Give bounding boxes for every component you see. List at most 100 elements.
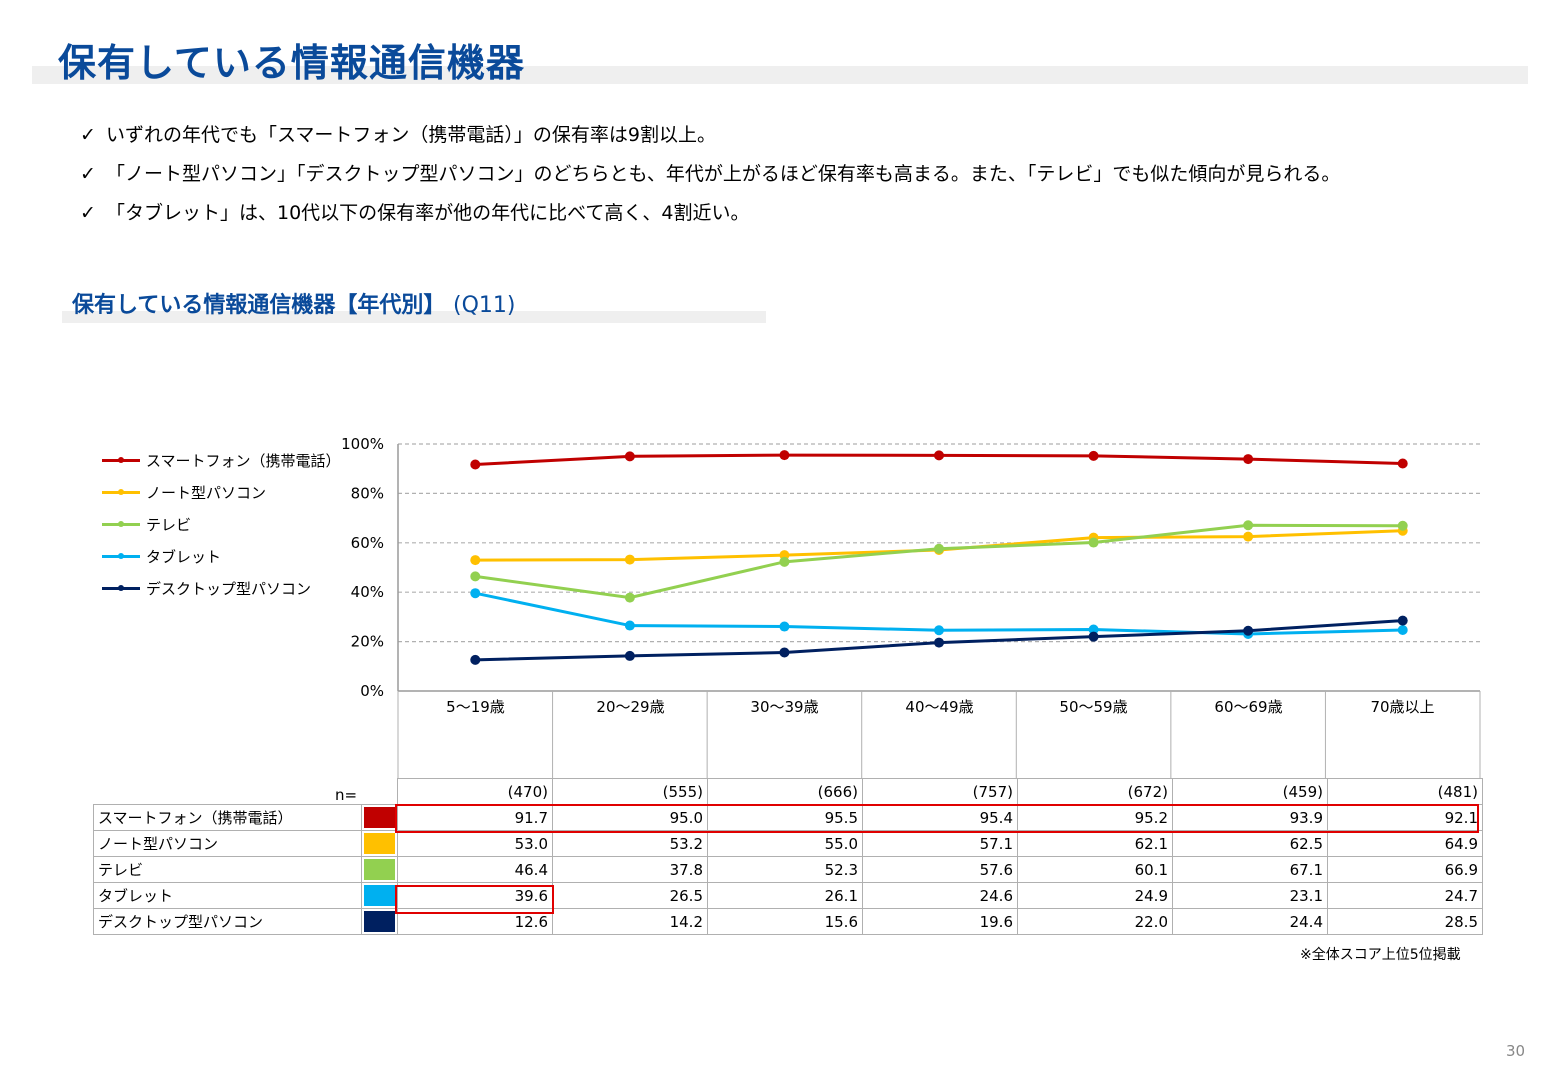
data-point <box>470 654 481 665</box>
table-row: テレビ 46.4 37.8 52.3 57.6 60.1 67.1 66.9 <box>93 856 1483 883</box>
table-row-n: (470) (555) (666) (757) (672) (459) (481… <box>94 778 1483 805</box>
data-point <box>624 592 635 603</box>
legend-item-smartphone: スマートフォン（携帯電話） <box>102 444 341 476</box>
color-swatch <box>361 804 398 831</box>
data-point <box>470 555 481 566</box>
value-cell: 24.7 <box>1327 882 1483 909</box>
data-point <box>1243 531 1254 542</box>
legend-label: ノート型パソコン <box>146 483 267 502</box>
category-label: 70歳以上 <box>1370 698 1435 716</box>
value-cell: 55.0 <box>707 830 863 857</box>
value-cell: 26.1 <box>707 882 863 909</box>
bullet-item: ✓ いずれの年代でも「スマートフォン（携帯電話）」の保有率は9割以上。 <box>80 116 1340 155</box>
data-point <box>624 451 635 462</box>
value-cell: 91.7 <box>397 804 553 831</box>
legend-item-tv: テレビ <box>102 508 341 540</box>
data-point <box>1397 458 1408 469</box>
value-cell: 24.9 <box>1017 882 1173 909</box>
legend-swatch <box>102 552 140 559</box>
value-cell: 93.9 <box>1172 804 1328 831</box>
color-swatch <box>361 908 398 935</box>
value-cell: 95.4 <box>862 804 1018 831</box>
data-point <box>1088 450 1099 461</box>
check-icon: ✓ <box>80 163 96 185</box>
value-cell: 28.5 <box>1327 908 1483 935</box>
table-row: タブレット 39.6 26.5 26.1 24.6 24.9 23.1 24.7 <box>93 882 1483 909</box>
data-point <box>1088 537 1099 548</box>
title-band <box>32 66 1528 84</box>
value-cell: 57.1 <box>862 830 1018 857</box>
value-cell: 64.9 <box>1327 830 1483 857</box>
section-band <box>62 311 766 323</box>
category-label: 50～59歳 <box>1059 698 1128 716</box>
n-cell: (459) <box>1172 778 1328 805</box>
legend-item-tablet: タブレット <box>102 540 341 572</box>
category-label: 30～39歳 <box>750 698 819 716</box>
y-tick-label: 100% <box>341 435 384 453</box>
row-label: タブレット <box>93 882 362 909</box>
value-cell: 24.4 <box>1172 908 1328 935</box>
value-cell: 37.8 <box>552 856 708 883</box>
chart-legend: スマートフォン（携帯電話） ノート型パソコン テレビ タブレット デスクトップ型… <box>102 444 341 604</box>
value-cell: 24.6 <box>862 882 1018 909</box>
data-point <box>934 637 944 648</box>
data-point <box>1088 624 1099 635</box>
footnote: ※全体スコア上位5位掲載 <box>1300 947 1461 963</box>
value-cell: 67.1 <box>1172 856 1328 883</box>
value-cell: 14.2 <box>552 908 708 935</box>
value-cell: 95.2 <box>1017 804 1173 831</box>
data-point <box>934 450 944 461</box>
data-point <box>470 571 481 582</box>
data-point <box>1243 454 1254 465</box>
n-label: n= <box>335 786 358 804</box>
value-cell: 12.6 <box>397 908 553 935</box>
legend-label: スマートフォン（携帯電話） <box>146 451 341 470</box>
section-title-text: 保有している情報通信機器【年代別】 <box>72 293 446 318</box>
bullet-item: ✓ 「ノート型パソコン」「デスクトップ型パソコン」のどちらとも、年代が上がるほど保… <box>80 155 1340 194</box>
value-cell: 57.6 <box>862 856 1018 883</box>
data-point <box>624 650 635 661</box>
value-cell: 26.5 <box>552 882 708 909</box>
row-label: デスクトップ型パソコン <box>93 908 362 935</box>
data-point <box>1243 625 1254 636</box>
value-cell: 23.1 <box>1172 882 1328 909</box>
legend-swatch <box>102 488 140 495</box>
color-swatch <box>361 882 398 909</box>
value-cell: 53.2 <box>552 830 708 857</box>
n-cell: (481) <box>1327 778 1483 805</box>
data-point <box>779 647 790 658</box>
data-point <box>779 556 790 567</box>
table-row: ノート型パソコン 53.0 53.2 55.0 57.1 62.1 62.5 6… <box>93 830 1483 857</box>
data-point <box>1088 631 1099 642</box>
data-point <box>624 620 635 631</box>
legend-label: タブレット <box>146 547 222 566</box>
value-cell: 19.6 <box>862 908 1018 935</box>
data-point <box>470 588 481 599</box>
n-cell: (672) <box>1017 778 1173 805</box>
data-point <box>1397 520 1408 531</box>
y-tick-label: 80% <box>351 484 384 502</box>
bullet-item: ✓ 「タブレット」は、10代以下の保有率が他の年代に比べて高く、4割近い。 <box>80 194 1340 233</box>
check-icon: ✓ <box>80 124 96 146</box>
data-point <box>1397 624 1408 635</box>
y-tick-label: 20% <box>351 633 384 651</box>
y-tick-label: 40% <box>351 583 384 601</box>
legend-item-notebook: ノート型パソコン <box>102 476 341 508</box>
bullet-text: 「タブレット」は、10代以下の保有率が他の年代に比べて高く、4割近い。 <box>106 202 750 224</box>
value-cell: 95.0 <box>552 804 708 831</box>
data-point <box>779 621 790 632</box>
check-icon: ✓ <box>80 202 96 224</box>
color-swatch <box>361 856 398 883</box>
table-row: デスクトップ型パソコン 12.6 14.2 15.6 19.6 22.0 24.… <box>93 908 1483 935</box>
bullet-text: 「ノート型パソコン」「デスクトップ型パソコン」のどちらとも、年代が上がるほど保有… <box>106 163 1341 185</box>
value-cell: 92.1 <box>1327 804 1483 831</box>
category-label: 40～49歳 <box>905 698 974 716</box>
legend-swatch <box>102 584 140 591</box>
row-label: ノート型パソコン <box>93 830 362 857</box>
value-cell: 53.0 <box>397 830 553 857</box>
category-label: 20～29歳 <box>596 698 665 716</box>
section-question-code: (Q11) <box>453 293 516 318</box>
category-label: 5～19歳 <box>446 698 505 716</box>
value-cell: 95.5 <box>707 804 863 831</box>
